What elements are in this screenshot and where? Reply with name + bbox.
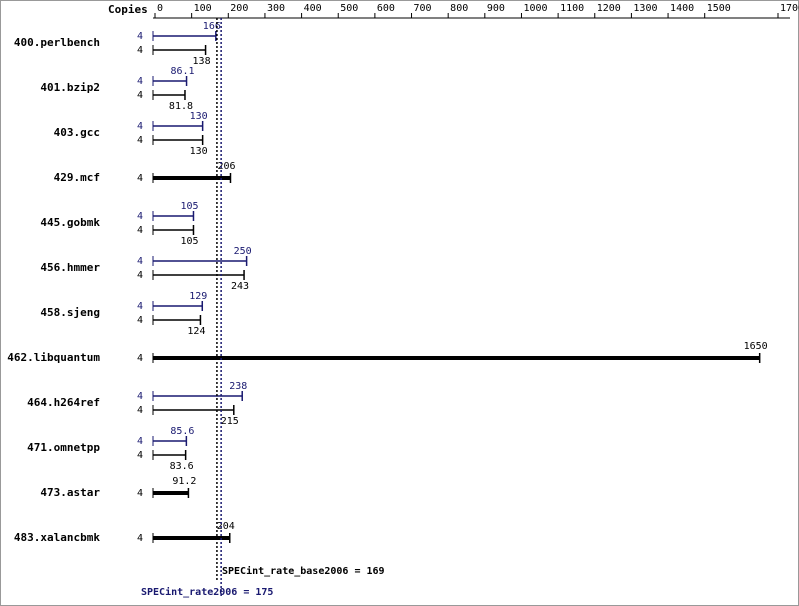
category-label: 464.h264ref [27, 396, 100, 409]
category-label: 400.perlbench [14, 36, 100, 49]
x-tick-label: 1000 [523, 3, 547, 14]
copies-label: 4 [137, 45, 143, 56]
value-label: 81.8 [169, 101, 193, 112]
category-label: 445.gobmk [40, 216, 100, 229]
copies-label: 4 [137, 436, 143, 447]
reference-label: SPECint_rate2006 = 175 [141, 586, 273, 598]
value-label: 130 [190, 111, 208, 122]
copies-label: 4 [137, 488, 143, 499]
value-label: 215 [221, 416, 239, 427]
x-tick-label: 800 [450, 3, 468, 14]
value-label: 91.2 [172, 476, 196, 487]
value-label: 83.6 [170, 461, 194, 472]
value-label: 250 [234, 246, 252, 257]
value-label: 238 [229, 381, 247, 392]
value-label: 204 [217, 521, 235, 532]
copies-label: 4 [137, 270, 143, 281]
copies-label: 4 [137, 121, 143, 132]
category-label: 429.mcf [54, 171, 100, 184]
category-label: 458.sjeng [40, 306, 100, 319]
x-tick-label: 100 [194, 3, 212, 14]
x-tick-label: 1500 [707, 3, 731, 14]
value-label: 105 [180, 201, 198, 212]
category-label: 471.omnetpp [27, 441, 100, 454]
x-tick-label: 700 [414, 3, 432, 14]
x-tick-label: 1700 [780, 3, 799, 14]
category-label: 483.xalancbmk [14, 531, 100, 544]
copies-label: 4 [137, 450, 143, 461]
category-label: 456.hmmer [40, 261, 100, 274]
copies-label: 4 [137, 353, 143, 364]
copies-label: 4 [137, 405, 143, 416]
x-tick-label: 1400 [670, 3, 694, 14]
x-tick-label: 500 [340, 3, 358, 14]
copies-label: 4 [137, 533, 143, 544]
copies-label: 4 [137, 211, 143, 222]
value-label: 1650 [744, 341, 768, 352]
value-label: 138 [193, 56, 211, 67]
x-tick-label: 300 [267, 3, 285, 14]
x-tick-label: 0 [157, 3, 163, 14]
x-tick-label: 1100 [560, 3, 584, 14]
copies-label: 4 [137, 76, 143, 87]
copies-label: 4 [137, 301, 143, 312]
copies-label: 4 [137, 135, 143, 146]
value-label: 86.1 [171, 66, 195, 77]
x-tick-label: 600 [377, 3, 395, 14]
value-label: 243 [231, 281, 249, 292]
copies-label: 4 [137, 31, 143, 42]
value-label: 130 [190, 146, 208, 157]
category-label: 462.libquantum [7, 351, 100, 364]
axis-label: Copies [108, 3, 148, 16]
copies-label: 4 [137, 225, 143, 236]
copies-label: 4 [137, 90, 143, 101]
x-tick-label: 200 [230, 3, 248, 14]
x-tick-label: 900 [487, 3, 505, 14]
value-label: 85.6 [170, 426, 194, 437]
copies-label: 4 [137, 391, 143, 402]
x-tick-label: 1200 [597, 3, 621, 14]
value-label: 124 [187, 326, 205, 337]
copies-label: 4 [137, 173, 143, 184]
reference-label: SPECint_rate_base2006 = 169 [222, 565, 385, 577]
copies-label: 4 [137, 256, 143, 267]
value-label: 166 [203, 21, 221, 32]
category-label: 403.gcc [54, 126, 100, 139]
x-tick-label: 1300 [633, 3, 657, 14]
copies-label: 4 [137, 315, 143, 326]
value-label: 206 [217, 161, 235, 172]
category-label: 473.astar [40, 486, 100, 499]
value-label: 129 [189, 291, 207, 302]
value-label: 105 [180, 236, 198, 247]
category-label: 401.bzip2 [40, 81, 100, 94]
x-tick-label: 400 [304, 3, 322, 14]
